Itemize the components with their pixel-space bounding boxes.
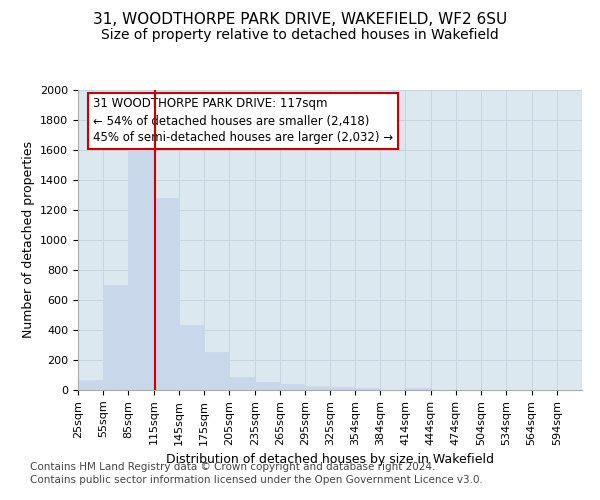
Bar	[103, 285, 128, 390]
Bar	[355, 388, 380, 390]
Text: 31, WOODTHORPE PARK DRIVE, WAKEFIELD, WF2 6SU: 31, WOODTHORPE PARK DRIVE, WAKEFIELD, WF…	[93, 12, 507, 28]
Bar	[154, 198, 179, 390]
Bar	[280, 384, 305, 390]
Bar	[78, 380, 103, 390]
Text: 31 WOODTHORPE PARK DRIVE: 117sqm
← 54% of detached houses are smaller (2,418)
45: 31 WOODTHORPE PARK DRIVE: 117sqm ← 54% o…	[93, 98, 393, 144]
Bar	[128, 146, 154, 390]
Text: Contains public sector information licensed under the Open Government Licence v3: Contains public sector information licen…	[30, 475, 483, 485]
Bar	[331, 387, 355, 390]
Bar	[254, 382, 280, 390]
Bar	[305, 386, 331, 390]
Text: Size of property relative to detached houses in Wakefield: Size of property relative to detached ho…	[101, 28, 499, 42]
Bar	[406, 388, 431, 390]
Bar	[179, 325, 204, 390]
Bar	[204, 352, 229, 390]
Text: Contains HM Land Registry data © Crown copyright and database right 2024.: Contains HM Land Registry data © Crown c…	[30, 462, 436, 472]
Y-axis label: Number of detached properties: Number of detached properties	[22, 142, 35, 338]
X-axis label: Distribution of detached houses by size in Wakefield: Distribution of detached houses by size …	[166, 453, 494, 466]
Bar	[229, 376, 254, 390]
